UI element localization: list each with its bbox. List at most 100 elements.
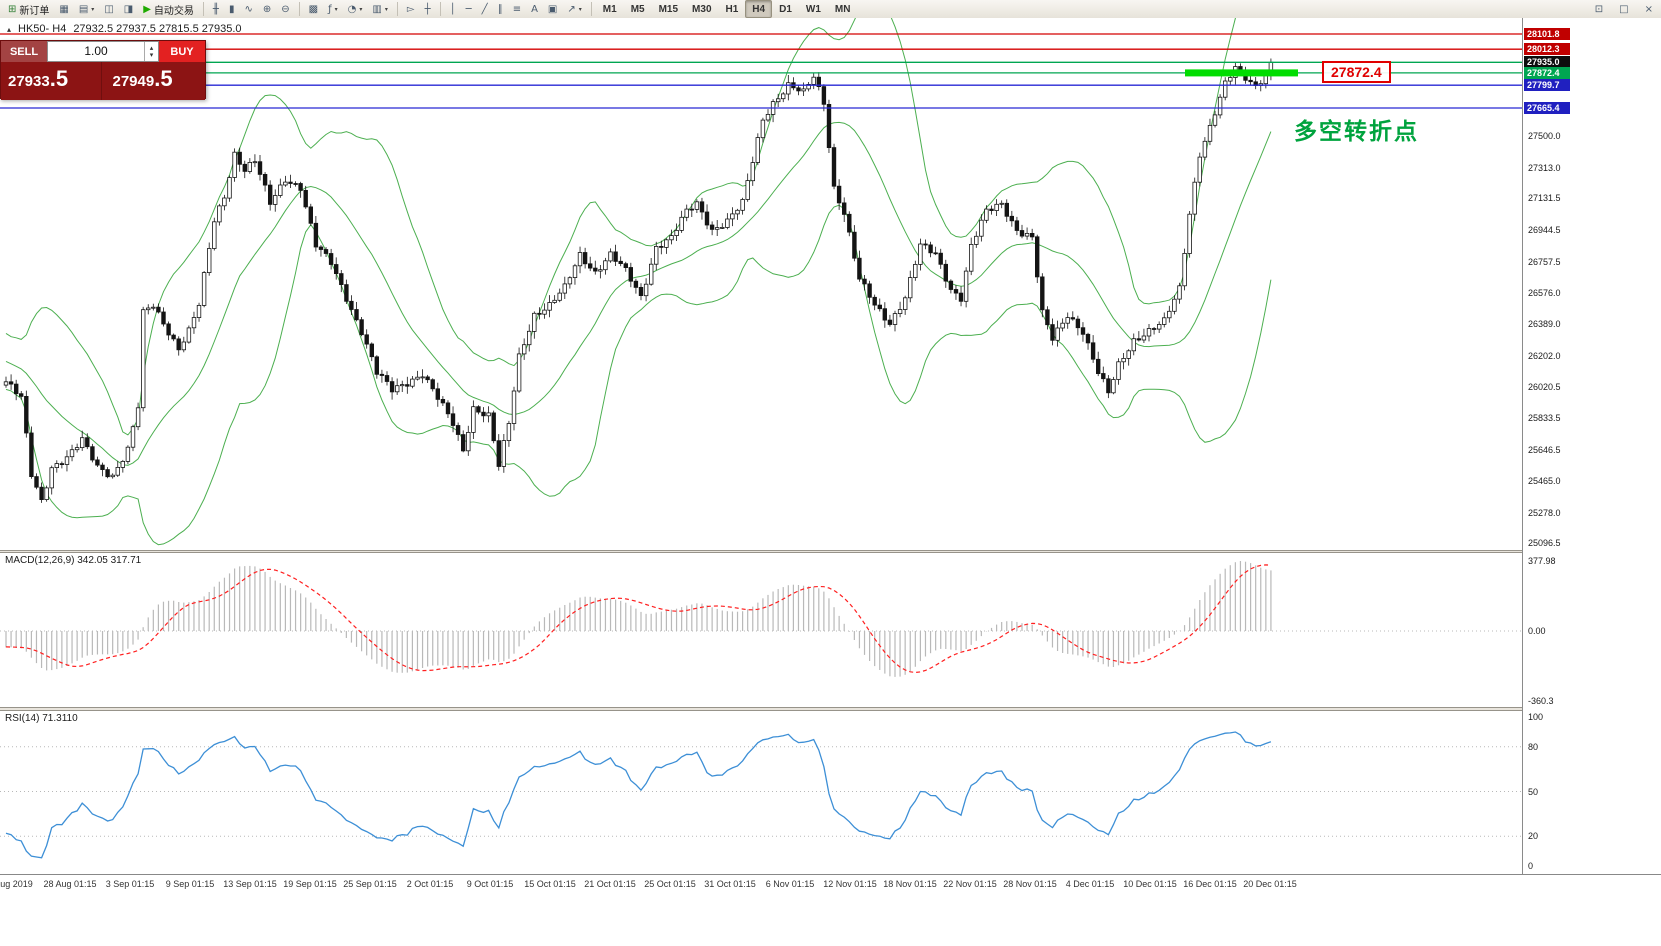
timeframe-h1-button[interactable]: H1 [719,0,746,18]
price-tick-label: 26202.0 [1528,351,1561,361]
text-button[interactable]: A [526,0,543,18]
timeframe-m30-button[interactable]: M30 [685,0,718,18]
macd-signal-line [5,564,1271,674]
text-label-icon: ▣ [547,3,558,15]
rsi-axis-label: 100 [1528,712,1544,722]
time-axis-label: 22 Nov 01:15 [943,879,997,889]
timeframe-h4-button[interactable]: H4 [745,0,773,18]
one-click-trading-panel: SELL 1.00 ▴ ▾ BUY 27933 .5 27949 .5 [0,40,206,100]
timeframe-d1-button-label: D1 [779,3,792,15]
time-axis-label: 2 Aug 2019 [0,879,33,889]
auto-trading-button[interactable]: ▶ 自动交易 [138,0,199,18]
macd-axis-label: 377.98 [1528,556,1556,566]
timeframe-mn-button-label: MN [834,3,851,15]
time-axis-label: 19 Sep 01:15 [283,879,337,889]
rsi-indicator-label: RSI(14) 71.3110 [5,713,78,724]
new-order-button[interactable]: ⊞ 新订单 [3,0,54,18]
time-axis-label: 3 Sep 01:15 [105,879,155,889]
indicators-button[interactable]: ƒ ▾ [323,0,343,18]
zoom-in-button[interactable]: ⊕ [258,0,276,18]
macd-axis-label: -360.3 [1528,696,1554,706]
trendline-icon: ╱ [481,3,488,15]
timeframe-m5-button[interactable]: M5 [624,0,652,18]
line-chart-button[interactable]: ∿ [239,0,257,18]
profiles-icon: ▤ [78,3,89,15]
price-chart-pane[interactable] [0,18,1522,550]
macd-pane[interactable] [0,553,1522,707]
arrows-button[interactable]: ↗ ▾ [562,0,586,18]
buy-button[interactable]: BUY [159,41,205,62]
screenshot-button[interactable]: ⊡ [1590,1,1608,19]
price-tick-label: 25465.0 [1528,476,1561,486]
timeframe-mn-button[interactable]: MN [828,0,858,18]
fibonacci-button[interactable]: ≡ [508,0,526,18]
toolbar-separator [396,2,398,16]
volume-decrease-icon[interactable]: ▾ [149,50,154,59]
sell-button[interactable]: SELL [1,41,47,62]
highlight-band[interactable] [1185,69,1298,77]
pane-divider[interactable] [0,707,1661,711]
volume-value[interactable]: 1.00 [84,44,108,58]
chart-windows-button[interactable]: ▦ [54,0,73,18]
zoom-out-button[interactable]: ⊖ [276,0,294,18]
window-restore-button[interactable]: □ [1614,1,1633,19]
toolbar-separator [439,2,441,16]
tile-windows-button[interactable]: ▩ [304,0,323,18]
timeframe-w1-button[interactable]: W1 [799,0,828,18]
vertical-line-button[interactable]: │ [445,0,461,18]
toolbar-separator [202,2,204,16]
trendline-button[interactable]: ╱ [477,0,493,18]
timeframe-m5-button-label: M5 [630,3,645,15]
price-tick-label: 25096.5 [1528,538,1561,548]
channel-button[interactable]: ∥ [493,0,508,18]
periods-button[interactable]: ◔ ▾ [343,0,368,18]
zoom-in-icon: ⊕ [262,3,272,15]
candlestick-chart-button[interactable]: ▮ [224,0,240,18]
crosshair-icon: ┼ [424,3,431,15]
bottom-empty-area [0,894,1661,946]
sell-price[interactable]: 27933 .5 [1,62,101,100]
pane-divider[interactable] [0,550,1661,553]
price-tick-label: 27131.5 [1528,193,1561,203]
price-tick-label: 26020.5 [1528,382,1561,392]
templates-button[interactable]: ▥ ▾ [367,0,392,18]
text-icon: A [531,3,538,15]
time-axis-label: 10 Dec 01:15 [1123,879,1177,889]
volume-field[interactable]: 1.00 ▴ ▾ [47,41,159,62]
time-axis-label: 28 Nov 01:15 [1003,879,1057,889]
price-tag: 27665.4 [1524,102,1570,114]
price-tick-label: 25833.5 [1528,413,1561,423]
bollinger-bands [5,18,1272,546]
timeframe-m1-button[interactable]: M1 [596,0,624,18]
crosshair-button[interactable]: ┼ [420,0,436,18]
price-tick-label: 27500.0 [1528,131,1561,141]
timeframe-w1-button-label: W1 [805,3,821,15]
rsi-axis-label: 0 [1528,861,1534,871]
time-axis-label: 28 Aug 01:15 [43,879,97,889]
templates-icon: ▥ [372,3,382,15]
auto-trading-button-label: 自动交易 [153,5,194,17]
horizontal-line-button[interactable]: ─ [461,0,477,18]
cursor-button[interactable]: ▻ [402,0,420,18]
navigator-button[interactable]: ◨ [119,0,138,18]
volume-increase-icon[interactable]: ▴ [149,43,154,52]
profiles-button[interactable]: ▤ ▾ [74,0,99,18]
dropdown-caret-icon: ▾ [334,5,338,13]
price-tag: 27872.4 [1524,67,1570,79]
bar-chart-button[interactable]: ╫ [208,0,224,18]
channel-icon: ∥ [497,3,503,15]
rsi-axis-label: 80 [1528,742,1539,752]
time-axis-label: 12 Nov 01:15 [823,879,877,889]
timeframe-m1-button-label: M1 [602,3,617,15]
horizontal-level-lines[interactable] [0,33,1522,109]
text-label-button[interactable]: ▣ [543,0,562,18]
market-watch-button[interactable]: ◫ [99,0,118,18]
buy-price[interactable]: 27949 .5 [100,62,206,100]
window-close-button[interactable]: × [1640,1,1658,19]
timeframe-d1-button[interactable]: D1 [772,0,799,18]
price-axis: 27500.0 27313.0 27131.5 26944.5 26757.5 26576… [1522,18,1661,874]
symbol-header: ▴ HK50- H4 27932.5 27937.5 27815.5 27935… [7,23,242,35]
timeframe-m15-button[interactable]: M15 [652,0,685,18]
dropdown-caret-icon: ▾ [359,5,363,13]
rsi-pane[interactable] [0,711,1522,874]
